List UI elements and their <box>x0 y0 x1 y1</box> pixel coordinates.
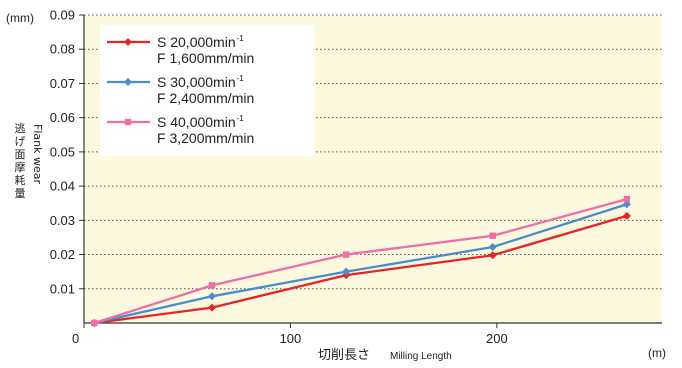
y-axis-label-ja-char: 量 <box>15 187 26 200</box>
y-tick-label: 0.08 <box>50 42 75 57</box>
legend-label-speed: S 20,000min <box>157 34 236 50</box>
y-axis-label-ja-char: 逃 <box>15 122 26 135</box>
y-axis-label-en: Flank wear <box>31 124 44 184</box>
legend-item: S 20,000min -1 F 1,600mm/min <box>107 34 254 66</box>
legend-item: S 40,000min -1 F 3,200mm/min <box>107 114 254 146</box>
x-tick-label: 200 <box>486 331 508 346</box>
x-tick-label: 100 <box>280 331 302 346</box>
y-tick-label: 0.09 <box>50 8 75 23</box>
legend-item: S 30,000min -1 F 2,400mm/min <box>107 74 254 106</box>
legend-label-feed: F 2,400mm/min <box>157 90 254 106</box>
x-tick-label: 0 <box>72 331 79 346</box>
data-point <box>207 303 216 312</box>
y-axis-label-ja-char: げ <box>15 135 26 148</box>
y-axis-label-ja-char: 摩 <box>15 160 26 174</box>
x-axis-label-en: Milling Length <box>390 351 452 362</box>
y-tick-label: 0.02 <box>50 247 75 262</box>
legend-label-superscript: -1 <box>237 114 245 123</box>
legend-label-feed: F 1,600mm/min <box>157 50 254 66</box>
y-axis-unit: (mm) <box>6 11 34 25</box>
data-point <box>124 78 132 86</box>
y-axis-label-ja-char: 耗 <box>15 174 26 187</box>
y-axis-ticks: 0.01 0.02 0.03 0.04 0.05 0.06 0.07 0.08 0.09 <box>50 8 84 296</box>
data-point <box>124 38 132 46</box>
data-point <box>489 232 496 239</box>
data-point <box>342 251 350 258</box>
y-axis-label-ja-char: 面 <box>15 148 26 161</box>
legend-label-superscript: -1 <box>237 34 245 43</box>
x-axis-label-ja: 切削長さ <box>318 348 370 363</box>
data-point <box>623 195 631 203</box>
y-tick-label: 0.06 <box>50 110 75 125</box>
legend-box <box>100 25 314 156</box>
series-3 <box>91 195 631 327</box>
legend-label-feed: F 3,200mm/min <box>157 130 254 146</box>
legend-label-speed: S 40,000min <box>157 114 236 130</box>
y-tick-label: 0.01 <box>50 281 75 296</box>
data-point <box>208 282 216 289</box>
data-point <box>622 211 631 220</box>
y-tick-label: 0.07 <box>50 76 75 91</box>
y-tick-label: 0.03 <box>50 213 75 228</box>
series-group <box>90 195 631 327</box>
y-tick-label: 0.04 <box>50 179 75 194</box>
legend-label-superscript: -1 <box>237 74 245 83</box>
data-point <box>342 267 351 276</box>
data-point <box>91 319 98 327</box>
y-tick-label: 0.05 <box>50 144 75 159</box>
data-point <box>488 243 497 252</box>
x-axis-unit: (m) <box>648 346 666 360</box>
x-axis-ticks: 0 100 200 <box>72 323 508 346</box>
data-point <box>207 292 216 301</box>
data-point <box>124 118 132 126</box>
legend-label-speed: S 30,000min <box>157 74 236 90</box>
data-point <box>488 251 497 260</box>
